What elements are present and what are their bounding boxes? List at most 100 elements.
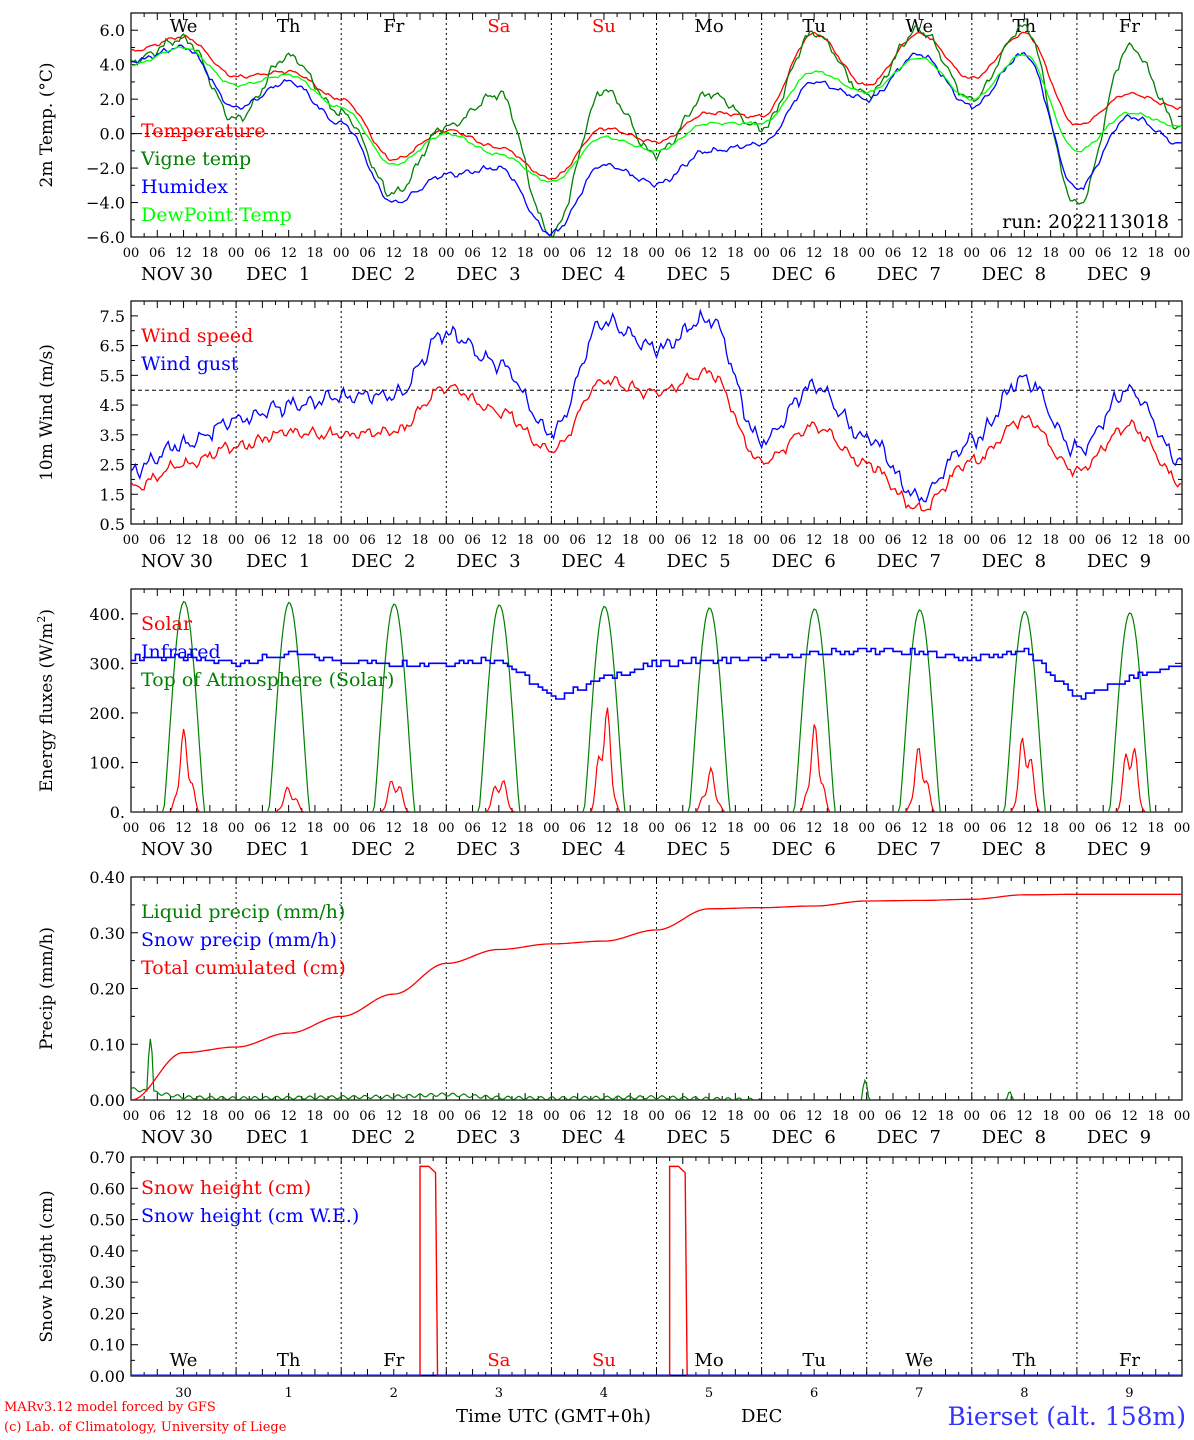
- date-label: DEC 7: [877, 551, 941, 572]
- hour-tick-label: 06: [675, 1109, 692, 1124]
- y-tick-label: 0.20: [89, 980, 125, 999]
- hour-tick-label: 00: [753, 533, 770, 548]
- day-number-label: 5: [705, 1386, 713, 1401]
- hour-tick-label: 00: [333, 246, 350, 261]
- footer-station: Bierset (alt. 158m): [947, 1402, 1186, 1431]
- date-label: DEC 7: [877, 839, 941, 860]
- hour-tick-label: 00: [753, 246, 770, 261]
- y-tick-label: 0.30: [89, 924, 125, 943]
- panel-4: 0.40 0.30 0.20 0.10 0.00 Precip (mm/h) 00 06 12 1…: [37, 868, 1190, 1148]
- hour-tick-label: 00: [648, 246, 665, 261]
- footer-time-axis-title: Time UTC (GMT+0h): [456, 1406, 651, 1427]
- y-axis-label: Energy fluxes (W/m2): [35, 609, 57, 792]
- date-label: DEC 7: [877, 264, 941, 285]
- date-label: DEC 8: [982, 1127, 1046, 1148]
- date-label: DEC 2: [351, 264, 415, 285]
- hour-tick-label: 06: [990, 1109, 1007, 1124]
- date-label: DEC 8: [982, 551, 1046, 572]
- hour-tick-label: 06: [359, 246, 376, 261]
- hour-tick-label: 00: [333, 533, 350, 548]
- hour-tick-label: 12: [701, 246, 718, 261]
- hour-tick-label: 06: [569, 1109, 586, 1124]
- weekday-label: Th: [277, 1350, 301, 1371]
- hour-tick-label: 18: [412, 821, 429, 836]
- series-group: [131, 308, 1182, 512]
- hour-tick-label: 00: [543, 821, 560, 836]
- panel-1: 6.0 4.0 2.0 0.0 −2.0 −4.0 −6.0 2m Temp. (°C) 00 0…: [37, 12, 1190, 285]
- weekday-label: Fr: [383, 1350, 404, 1371]
- weekday-label: Tu: [802, 1350, 826, 1371]
- hour-tick-label: 06: [254, 246, 271, 261]
- legend-entry: Total cumulated (cm): [141, 957, 346, 979]
- hour-tick-label: 00: [964, 246, 981, 261]
- hour-tick-label: 06: [675, 246, 692, 261]
- y-tick-label: −6.0: [86, 228, 125, 247]
- date-label: DEC 3: [456, 839, 520, 860]
- date-label: DEC 1: [246, 551, 310, 572]
- hour-tick-label: 00: [543, 533, 560, 548]
- hour-tick-label: 12: [701, 1109, 718, 1124]
- hour-tick-label: 12: [280, 1109, 297, 1124]
- hour-tick-label: 12: [596, 1109, 613, 1124]
- weekday-label: Fr: [1119, 16, 1140, 37]
- weekday-label: We: [170, 16, 198, 37]
- day-number-label: 1: [285, 1386, 293, 1401]
- hour-tick-label: 06: [885, 533, 902, 548]
- hour-tick-label: 06: [675, 533, 692, 548]
- hour-tick-label: 00: [1069, 821, 1086, 836]
- legend-entry: Temperature: [141, 120, 265, 142]
- hour-tick-label: 06: [990, 246, 1007, 261]
- legend-entry: Humidex: [141, 176, 228, 198]
- footer-lab-credit: (c) Lab. of Climatology, University of L…: [4, 1420, 287, 1435]
- day-number-label: 8: [1020, 1386, 1028, 1401]
- hour-tick-label: 00: [438, 533, 455, 548]
- hour-tick-label: 12: [806, 246, 823, 261]
- date-label: DEC 9: [1087, 1127, 1151, 1148]
- footer-model-credit: MARv3.12 model forced by GFS: [4, 1400, 216, 1415]
- hour-tick-label: 12: [596, 533, 613, 548]
- hour-tick-label: 06: [359, 821, 376, 836]
- weekday-label: Mo: [694, 16, 723, 37]
- series-line-infrared: [131, 647, 1182, 700]
- hour-tick-label: 12: [280, 821, 297, 836]
- y-tick-label: 0.5: [100, 515, 125, 534]
- hour-tick-label: 06: [254, 1109, 271, 1124]
- legend-entry: Snow precip (mm/h): [141, 929, 337, 951]
- hour-tick-label: 18: [1042, 533, 1059, 548]
- hour-tick-label: 00: [648, 1109, 665, 1124]
- hour-tick-label: 18: [937, 246, 954, 261]
- hour-tick-label: 18: [1042, 1109, 1059, 1124]
- hour-tick-label: 18: [202, 246, 219, 261]
- hour-tick-label: 18: [727, 246, 744, 261]
- y-axis-label: Snow height (cm): [37, 1190, 57, 1342]
- hour-tick-label: 06: [569, 246, 586, 261]
- weekday-label: Su: [592, 16, 616, 37]
- hour-tick-label: 00: [438, 821, 455, 836]
- legend-entry: Wind speed: [141, 325, 253, 347]
- footer-month: DEC: [741, 1406, 783, 1427]
- hour-tick-label: 06: [464, 1109, 481, 1124]
- y-tick-label: 4.0: [100, 56, 125, 75]
- day-number-label: 9: [1125, 1386, 1133, 1401]
- hour-tick-label: 00: [858, 821, 875, 836]
- series-line-wind-gust: [131, 308, 1182, 503]
- panel-3: 400. 300. 200. 100. 0. Energy fluxes (W/m2) 00…: [35, 588, 1190, 860]
- hour-tick-label: 18: [412, 533, 429, 548]
- hour-tick-label: 18: [832, 821, 849, 836]
- hour-tick-label: 00: [648, 533, 665, 548]
- y-tick-label: 2.0: [100, 90, 125, 109]
- date-label: DEC 9: [1087, 551, 1151, 572]
- series-group: [131, 893, 1182, 1100]
- weekday-label: Th: [277, 16, 301, 37]
- y-axis-label: 2m Temp. (°C): [37, 62, 57, 187]
- date-label: DEC 6: [772, 551, 836, 572]
- y-tick-label: 0.20: [89, 1304, 125, 1323]
- date-label: DEC 7: [877, 1127, 941, 1148]
- legend-entry: Solar: [141, 613, 193, 635]
- hour-tick-label: 06: [569, 533, 586, 548]
- y-tick-label: 0.00: [89, 1367, 125, 1386]
- day-number-label: 30: [175, 1386, 192, 1401]
- y-tick-label: 0.: [110, 803, 125, 822]
- hour-tick-label: 18: [1042, 821, 1059, 836]
- hour-tick-label: 06: [1095, 1109, 1112, 1124]
